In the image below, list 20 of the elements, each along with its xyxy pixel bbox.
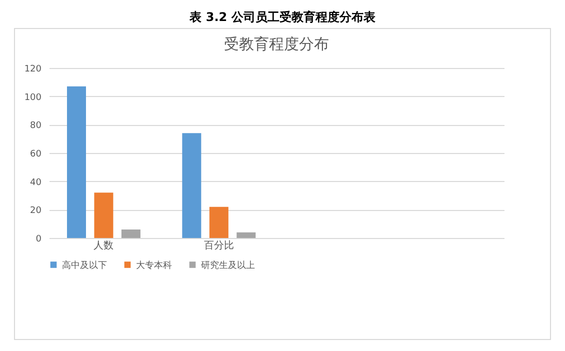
x-tick-label: 百分比 — [204, 240, 234, 252]
legend-label: 高中及以下 — [62, 260, 107, 271]
chart-title: 表 3.2 公司员工受教育程度分布表 — [188, 9, 376, 26]
x-tick-label: 人数 — [94, 240, 114, 252]
bar — [209, 206, 228, 238]
legend-label: 大专本科 — [136, 260, 172, 271]
y-tick-label: 40 — [30, 178, 42, 188]
bar — [94, 192, 114, 238]
bar — [66, 86, 86, 238]
y-tick-label: 0 — [36, 234, 42, 244]
y-tick-label: 100 — [24, 92, 42, 103]
y-tick-label: 20 — [30, 206, 42, 216]
bar — [121, 230, 140, 238]
y-tick-label: 60 — [30, 150, 42, 160]
legend-label: 研究生及以上 — [201, 260, 255, 271]
bar — [236, 232, 256, 238]
bar — [182, 133, 202, 238]
y-tick-label: 80 — [30, 121, 42, 132]
y-tick-label: 120 — [24, 64, 42, 74]
chart-subtitle: 受教育程度分布 — [224, 35, 329, 53]
